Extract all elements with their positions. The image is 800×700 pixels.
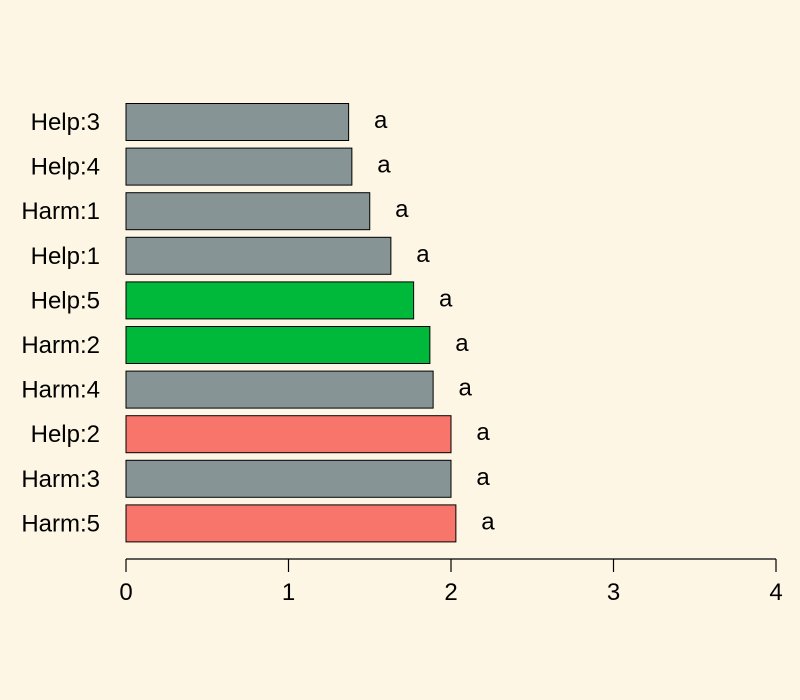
data-label: a — [476, 419, 490, 446]
x-tick-label: 3 — [607, 579, 620, 606]
bar-help-5 — [125, 281, 415, 320]
category-label: Help:1 — [31, 243, 100, 270]
category-label: Help:4 — [31, 154, 100, 181]
x-tick-label: 2 — [444, 579, 457, 606]
data-label: a — [458, 375, 472, 402]
category-label: Help:3 — [31, 109, 100, 136]
category-labels: Help:3 Help:4 Harm:1 Help:1 Help:5 Harm:2 Harm… — [21, 109, 100, 537]
x-tick-label: 1 — [282, 579, 295, 606]
bar-harm-4 — [125, 370, 434, 409]
data-label: a — [476, 464, 490, 491]
category-label: Harm:2 — [21, 332, 100, 359]
bar-help-2 — [125, 415, 452, 454]
data-label: a — [416, 241, 430, 268]
data-label: a — [455, 330, 469, 357]
data-label: a — [439, 285, 453, 312]
bar-harm-1 — [125, 192, 371, 231]
category-label: Help:5 — [31, 287, 100, 314]
category-label: Harm:4 — [21, 377, 100, 404]
bars-layer — [125, 103, 457, 543]
x-tick-label: 4 — [769, 579, 782, 606]
bar-help-3 — [125, 103, 350, 141]
data-label: a — [395, 196, 409, 223]
bar-help-4 — [125, 147, 353, 186]
category-label: Help:2 — [31, 421, 100, 448]
data-label: a — [481, 508, 495, 535]
bar-harm-5 — [125, 504, 457, 543]
x-axis: 0 1 2 3 4 — [119, 558, 783, 606]
bar-harm-2 — [125, 326, 431, 364]
data-label: a — [377, 152, 391, 179]
category-label: Harm:1 — [21, 198, 100, 225]
data-label: a — [374, 107, 388, 134]
category-label: Harm:5 — [21, 510, 100, 537]
category-label: Harm:3 — [21, 466, 100, 493]
bar-harm-3 — [125, 459, 452, 498]
bar-help-1 — [125, 236, 392, 275]
x-tick-label: 0 — [119, 579, 132, 606]
